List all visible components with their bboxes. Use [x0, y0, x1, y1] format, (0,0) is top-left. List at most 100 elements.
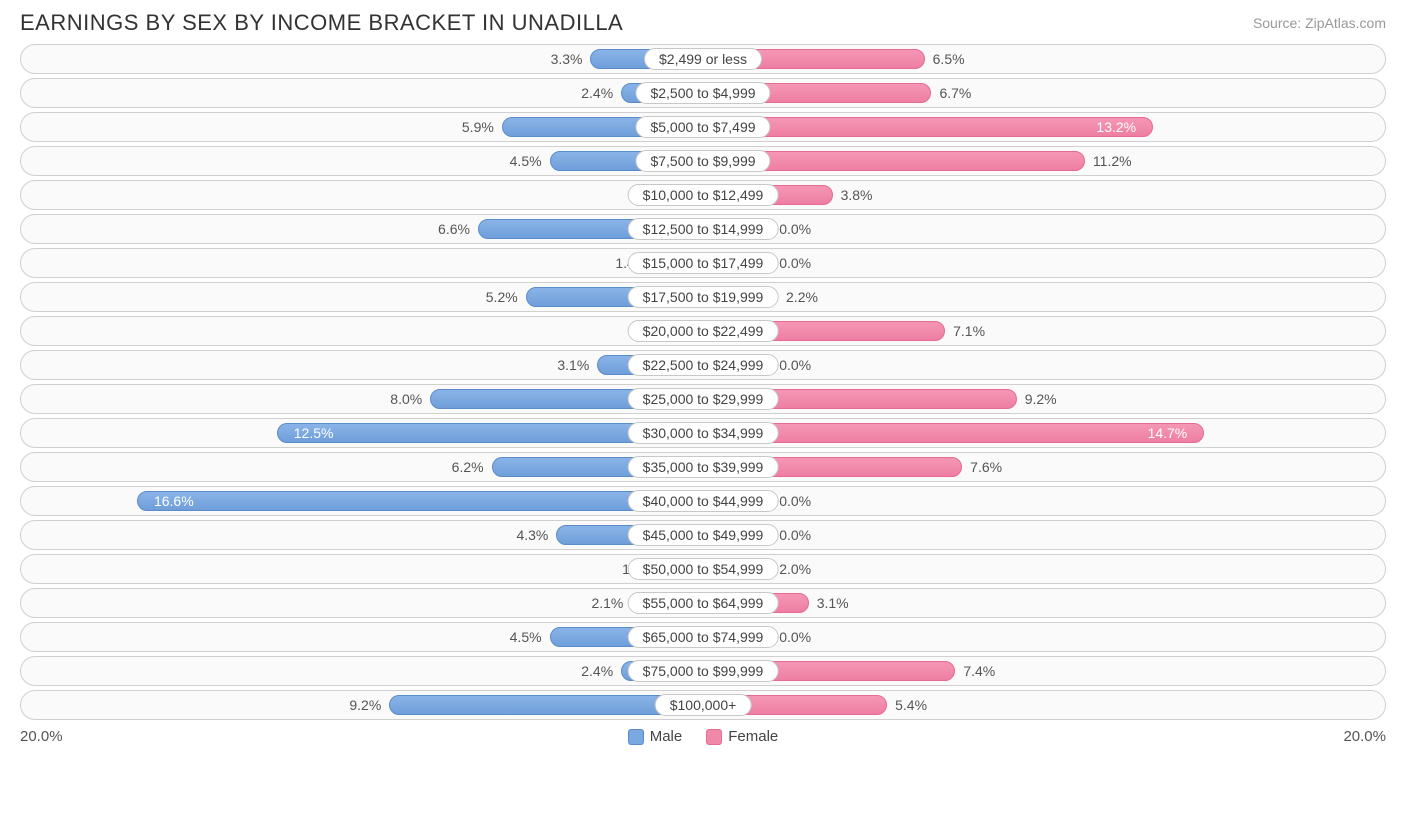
female-half: 7.6%: [703, 453, 1385, 481]
female-half: 3.8%: [703, 181, 1385, 209]
male-half: 1.4%: [21, 249, 703, 277]
chart-row: 3.1% 0.0%$22,500 to $24,999: [20, 350, 1386, 380]
female-half: 2.2%: [703, 283, 1385, 311]
male-value-label: 2.4%: [573, 85, 621, 101]
female-value-label: 6.7%: [931, 85, 979, 101]
female-half: 9.2%: [703, 385, 1385, 413]
chart-header: EARNINGS BY SEX BY INCOME BRACKET IN UNA…: [0, 0, 1406, 44]
chart-body: 3.3%6.5%$2,499 or less2.4%6.7%$2,500 to …: [0, 44, 1406, 720]
female-swatch-icon: [706, 729, 722, 745]
chart-row: 9.2% 5.4% $100,000+: [20, 690, 1386, 720]
chart-footer: 20.0% Male Female 20.0%: [0, 724, 1406, 745]
category-label: $17,500 to $19,999: [628, 286, 779, 308]
legend-item-male: Male: [628, 728, 683, 745]
female-value-label: 7.4%: [955, 663, 1003, 679]
chart-row: 6.6%0.0%$12,500 to $14,999: [20, 214, 1386, 244]
category-label: $20,000 to $22,499: [628, 320, 779, 342]
female-value-label: 13.2%: [1088, 119, 1144, 135]
male-half: 6.6%: [21, 215, 703, 243]
female-value-label: 0.0%: [771, 527, 819, 543]
female-value-label: 0.0%: [771, 255, 819, 271]
category-label: $45,000 to $49,999: [628, 524, 779, 546]
female-value-label: 2.0%: [771, 561, 819, 577]
male-half: 3.3%: [21, 45, 703, 73]
male-half: 4.5%: [21, 623, 703, 651]
category-label: $7,500 to $9,999: [635, 150, 770, 172]
female-value-label: 14.7%: [1140, 425, 1196, 441]
chart-row: 4.5% 11.2% $7,500 to $9,999: [20, 146, 1386, 176]
female-value-label: 2.2%: [778, 289, 826, 305]
chart-row: 0.0% 3.8% $10,000 to $12,499: [20, 180, 1386, 210]
female-half: 11.2%: [703, 147, 1385, 175]
category-label: $25,000 to $29,999: [628, 388, 779, 410]
male-half: 2.4%: [21, 79, 703, 107]
male-half: 9.2%: [21, 691, 703, 719]
female-value-label: 0.0%: [771, 493, 819, 509]
chart-row: 4.5%0.0%$65,000 to $74,999: [20, 622, 1386, 652]
chart-row: 2.1%3.1%$55,000 to $64,999: [20, 588, 1386, 618]
chart-row: 1.2%2.0%$50,000 to $54,999: [20, 554, 1386, 584]
female-half: 0.0%: [703, 521, 1385, 549]
female-half: 0.0%: [703, 215, 1385, 243]
category-label: $35,000 to $39,999: [628, 456, 779, 478]
male-value-label: 12.5%: [286, 425, 342, 441]
female-half: 0.0%: [703, 249, 1385, 277]
chart-row: 12.5%14.7%$30,000 to $34,999: [20, 418, 1386, 448]
chart-row: 2.4% 7.4% $75,000 to $99,999: [20, 656, 1386, 686]
female-value-label: 6.5%: [925, 51, 973, 67]
female-half: 6.5%: [703, 45, 1385, 73]
female-bar: 13.2%: [703, 117, 1153, 137]
male-half: 5.9%: [21, 113, 703, 141]
category-label: $75,000 to $99,999: [628, 660, 779, 682]
male-half: 4.5%: [21, 147, 703, 175]
male-half: 3.1%: [21, 351, 703, 379]
chart-row: 16.6% 0.0%$40,000 to $44,999: [20, 486, 1386, 516]
category-label: $40,000 to $44,999: [628, 490, 779, 512]
female-half: 5.4%: [703, 691, 1385, 719]
male-value-label: 2.4%: [573, 663, 621, 679]
female-value-label: 3.1%: [809, 595, 857, 611]
category-label: $55,000 to $64,999: [628, 592, 779, 614]
female-value-label: 0.0%: [771, 357, 819, 373]
male-half: 0.71%: [21, 317, 703, 345]
female-value-label: 7.1%: [945, 323, 993, 339]
male-value-label: 4.5%: [502, 629, 550, 645]
male-half: 0.0%: [21, 181, 703, 209]
male-value-label: 5.9%: [454, 119, 502, 135]
chart-source: Source: ZipAtlas.com: [1253, 15, 1386, 31]
male-half: 8.0%: [21, 385, 703, 413]
female-value-label: 9.2%: [1017, 391, 1065, 407]
male-half: 2.4%: [21, 657, 703, 685]
female-half: 3.1%: [703, 589, 1385, 617]
male-value-label: 4.5%: [502, 153, 550, 169]
female-value-label: 5.4%: [887, 697, 935, 713]
female-half: 6.7%: [703, 79, 1385, 107]
male-half: 4.3%: [21, 521, 703, 549]
category-label: $10,000 to $12,499: [628, 184, 779, 206]
female-half: 0.0%: [703, 487, 1385, 515]
female-value-label: 3.8%: [833, 187, 881, 203]
chart-row: 2.4%6.7%$2,500 to $4,999: [20, 78, 1386, 108]
male-swatch-icon: [628, 729, 644, 745]
category-label: $22,500 to $24,999: [628, 354, 779, 376]
chart-row: 0.71% 7.1% $20,000 to $22,499: [20, 316, 1386, 346]
male-value-label: 3.1%: [549, 357, 597, 373]
female-half: 14.7%: [703, 419, 1385, 447]
category-label: $50,000 to $54,999: [628, 558, 779, 580]
female-half: 0.0%: [703, 351, 1385, 379]
female-half: 13.2%: [703, 113, 1385, 141]
male-value-label: 8.0%: [382, 391, 430, 407]
male-value-label: 4.3%: [508, 527, 556, 543]
male-value-label: 6.2%: [444, 459, 492, 475]
female-value-label: 11.2%: [1085, 153, 1140, 169]
female-half: 2.0%: [703, 555, 1385, 583]
chart-row: 5.9% 13.2% $5,000 to $7,499: [20, 112, 1386, 142]
chart-row: 6.2% 7.6% $35,000 to $39,999: [20, 452, 1386, 482]
female-value-label: 0.0%: [771, 629, 819, 645]
category-label: $12,500 to $14,999: [628, 218, 779, 240]
female-half: 7.1%: [703, 317, 1385, 345]
category-label: $5,000 to $7,499: [635, 116, 770, 138]
male-value-label: 16.6%: [146, 493, 202, 509]
female-value-label: 7.6%: [962, 459, 1010, 475]
category-label: $100,000+: [655, 694, 752, 716]
